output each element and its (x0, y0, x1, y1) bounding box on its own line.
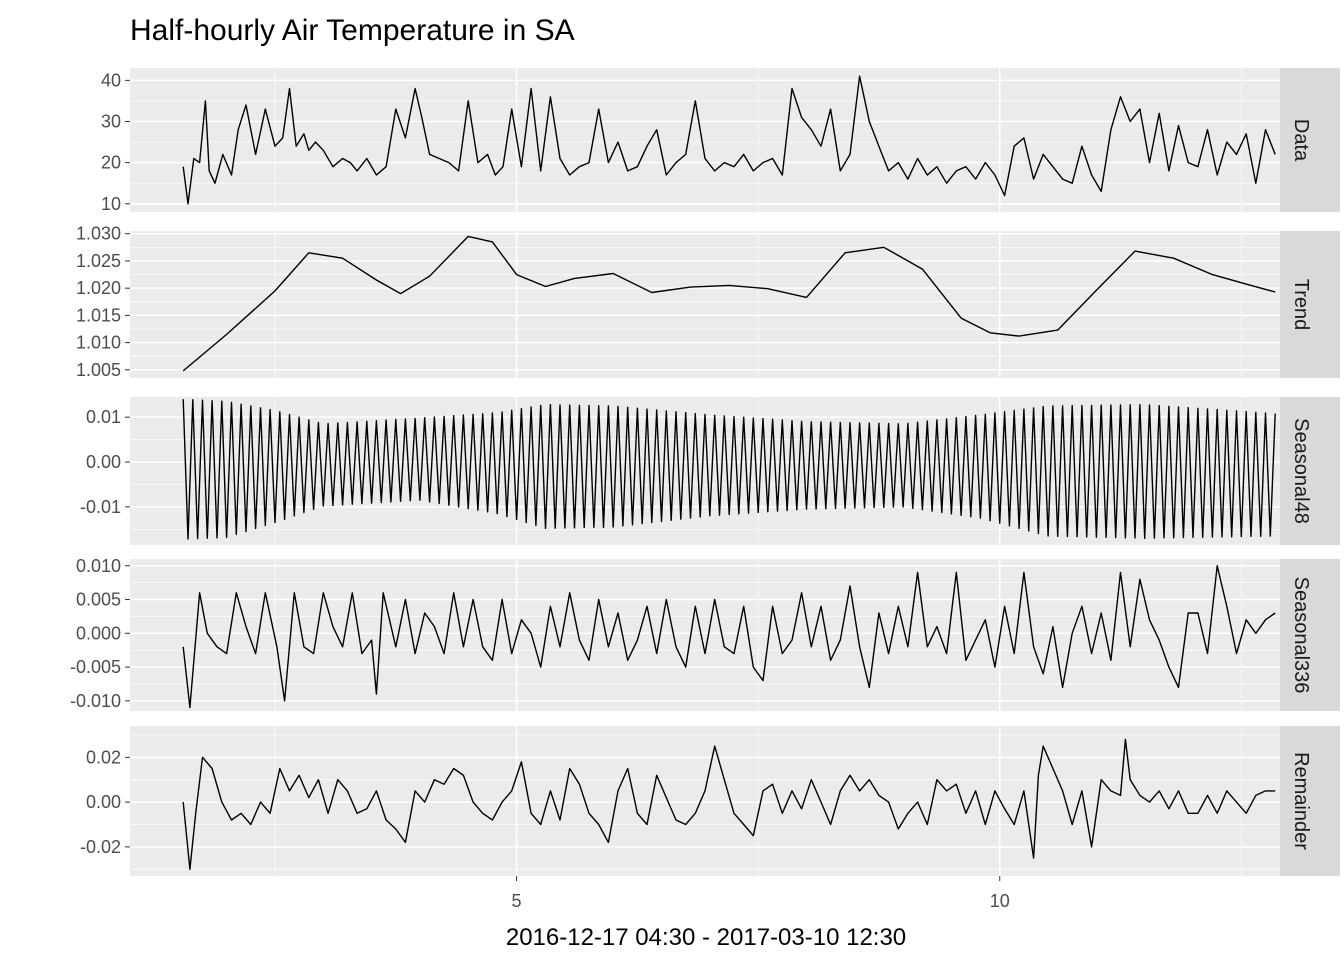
y-tick-label: -0.01 (80, 497, 121, 517)
y-tick-label: 40 (101, 70, 121, 90)
y-tick-label: 1.005 (76, 360, 121, 380)
strip-label-trend: Trend (1290, 279, 1312, 331)
panel-data: 10 20 30 40 Data (101, 68, 1340, 214)
y-tick-label: 1.025 (76, 251, 121, 271)
y-tick-label: -0.02 (80, 837, 121, 857)
panels: 10203040Data1.0051.0101.0151.0201.0251.0… (70, 68, 1340, 876)
y-tick-label: 0.000 (76, 623, 121, 643)
y-tick-label: -0.005 (70, 657, 121, 677)
y-tick-label: 10 (101, 194, 121, 214)
y-tick-label: 0.00 (86, 452, 121, 472)
panel-trend: 1.005 1.010 1.015 1.020 1.025 1.030 Trend (76, 224, 1340, 380)
x-axis: 5 10 (512, 876, 1010, 911)
y-tick-label: 20 (101, 153, 121, 173)
x-axis-title: 2016-12-17 04:30 - 2017-03-10 12:30 (506, 924, 906, 951)
strip-background (1280, 68, 1340, 212)
series-line-data (182, 75, 1276, 205)
panel-seasonal48: -0.01 0.00 0.01 Seasonal48 (80, 397, 1340, 545)
strip-background (1280, 726, 1340, 876)
y-tick-label: -0.010 (70, 691, 121, 711)
chart-title: Half-hourly Air Temperature in SA (130, 14, 575, 47)
strip-label-seasonal48: Seasonal48 (1290, 418, 1312, 524)
strip-label-data: Data (1290, 119, 1312, 162)
y-tick-label: 0.010 (76, 556, 121, 576)
x-tick-label: 10 (990, 891, 1010, 911)
strip-background (1280, 397, 1340, 545)
y-tick-label: 1.030 (76, 224, 121, 244)
panel-background (130, 726, 1280, 876)
y-tick-label: 1.010 (76, 333, 121, 353)
series-line-trend (182, 235, 1276, 372)
strip-background (1280, 559, 1340, 711)
y-tick-label: 30 (101, 111, 121, 131)
y-tick-label: 0.02 (86, 747, 121, 767)
y-tick-label: 1.015 (76, 305, 121, 325)
panel-seasonal336: -0.010 -0.005 0.000 0.005 0.010 Seasonal336 (70, 556, 1340, 711)
panel-background (130, 68, 1280, 212)
y-tick-label: 0.00 (86, 792, 121, 812)
y-tick-label: 0.01 (86, 407, 121, 427)
panel-remainder: -0.02 0.00 0.02 Remainder (80, 726, 1340, 876)
series-line-seasonal48 (182, 399, 1276, 540)
strip-label-remainder: Remainder (1290, 752, 1312, 850)
x-tick-label: 5 (512, 891, 522, 911)
strip-label-seasonal336: Seasonal336 (1290, 577, 1312, 694)
y-tick-label: 1.020 (76, 278, 121, 298)
y-tick-label: 0.005 (76, 590, 121, 610)
series-line-seasonal336 (182, 565, 1276, 709)
strip-background (1280, 231, 1340, 378)
series-line-remainder (182, 738, 1276, 870)
